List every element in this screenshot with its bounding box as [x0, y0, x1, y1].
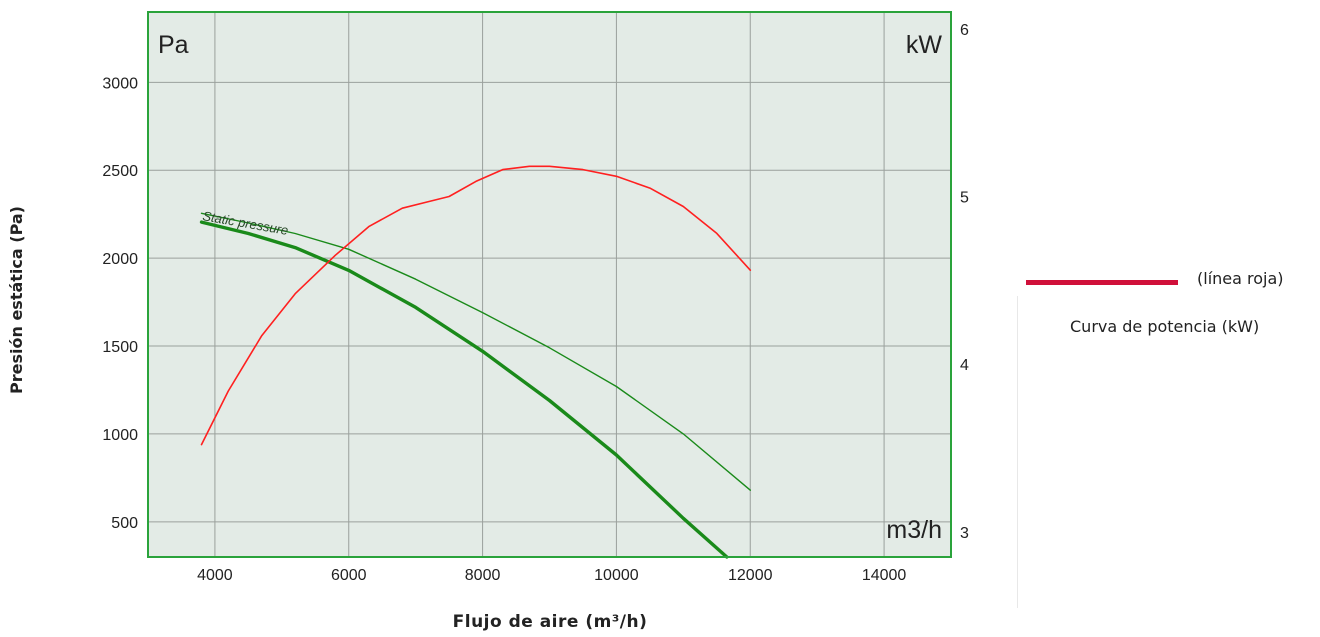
plot-area — [148, 12, 951, 557]
x-axis-label: Flujo de aire (m³/h) — [452, 612, 648, 632]
plot-frame — [147, 11, 952, 558]
y2-tick-labels: 3 4 5 6 — [960, 22, 969, 542]
x-tick-label-12000: 12000 — [728, 567, 773, 584]
series-line-0 — [200, 212, 751, 491]
y-tick-label-2000: 2000 — [102, 251, 138, 268]
y-tick-label-1000: 1000 — [102, 427, 138, 444]
series-line-2 — [200, 165, 752, 446]
grid — [148, 12, 951, 557]
y-axis-label-svg: Presión estática (Pa) — [7, 206, 26, 394]
y2-tick-label-3: 3 — [960, 525, 969, 542]
y2-tick-label-5: 5 — [960, 189, 969, 206]
y-tick-label-500: 500 — [111, 515, 138, 532]
legend-entry: (línea roja) — [1197, 269, 1284, 288]
inner-label-m3h: m3/h — [886, 516, 942, 544]
series-group — [199, 165, 752, 559]
y-axis-label-wrapper: Presión estática (Pa) — [2, 150, 32, 450]
x-tick-label-6000: 6000 — [331, 567, 367, 584]
y-axis-label: Presión estática (Pa) — [7, 206, 26, 394]
y2-tick-label-6: 6 — [960, 22, 969, 39]
series-line-1 — [199, 220, 729, 559]
x-tick-label-4000: 4000 — [197, 567, 233, 584]
legend-separator — [1017, 296, 1018, 608]
y2-tick-label-4: 4 — [960, 357, 969, 374]
x-tick-label-8000: 8000 — [465, 567, 501, 584]
y-tick-label-3000: 3000 — [102, 75, 138, 92]
y-tick-label-2500: 2500 — [102, 163, 138, 180]
y-tick-labels: 500 1000 1500 2000 2500 3000 — [102, 75, 138, 532]
legend-title: Curva de potencia (kW) — [1070, 317, 1260, 336]
x-tick-label-10000: 10000 — [594, 567, 639, 584]
x-tick-labels: 4000 6000 8000 10000 12000 14000 — [197, 567, 906, 584]
inner-label-kw: kW — [906, 31, 943, 59]
inner-label-pa: Pa — [158, 31, 189, 59]
legend-swatch-red-line — [1026, 280, 1178, 285]
x-tick-label-14000: 14000 — [862, 567, 907, 584]
y-tick-label-1500: 1500 — [102, 339, 138, 356]
